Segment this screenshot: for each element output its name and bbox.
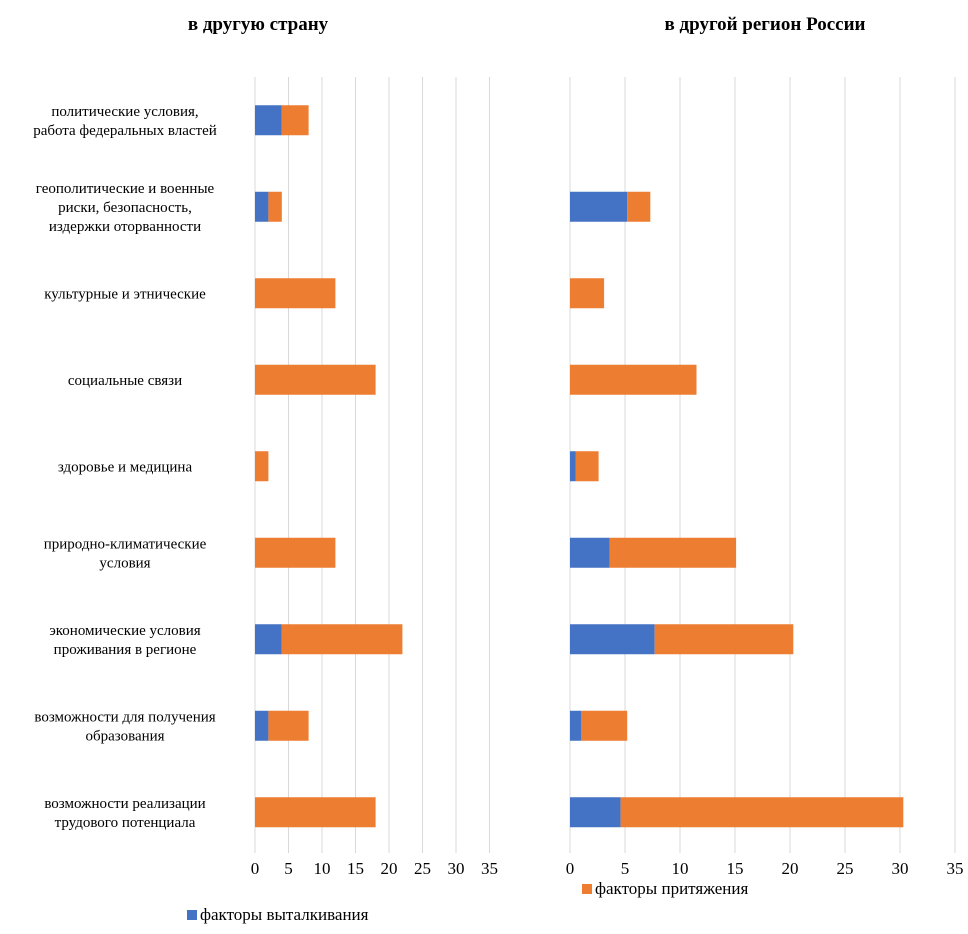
gridlines (254, 77, 956, 853)
category-label: трудового потенциала (55, 815, 196, 831)
right-x-tick-label: 5 (621, 859, 630, 878)
legend-pull-swatch (582, 884, 592, 894)
right-bar-pull (570, 364, 697, 395)
right-bar-push (570, 191, 628, 222)
left-bar-pull (255, 364, 376, 395)
category-label: экономические условия (49, 623, 200, 639)
category-label: возможности реализации (44, 796, 205, 812)
left-bar-pull (255, 278, 336, 309)
category-label: геополитические и военные (36, 181, 215, 197)
right-bar-pull (575, 451, 599, 482)
category-label: проживания в регионе (54, 642, 197, 658)
legend-push-label: факторы выталкивания (200, 905, 369, 924)
left-bar-pull (281, 105, 309, 136)
bars (255, 105, 904, 828)
right-x-tick-label: 0 (566, 859, 575, 878)
left-bar-pull (255, 797, 376, 828)
category-label: политические условия, (51, 104, 198, 120)
left-x-tick-label: 25 (414, 859, 431, 878)
legend-pull: факторы притяжения (582, 879, 748, 899)
right-x-tick-label: 30 (892, 859, 909, 878)
category-label: работа федеральных властей (33, 123, 217, 139)
left-x-tick-label: 30 (448, 859, 465, 878)
right-bar-push (570, 537, 610, 568)
right-x-tick-label: 20 (782, 859, 799, 878)
right-bar-push (570, 451, 576, 482)
category-label: условия (99, 555, 150, 571)
left-x-tick-label: 5 (284, 859, 293, 878)
category-label: культурные и этнические (44, 286, 206, 302)
left-bar-push (255, 105, 282, 136)
right-bar-push (570, 624, 655, 655)
right-x-tick-label: 15 (727, 859, 744, 878)
left-bar-pull (255, 537, 336, 568)
right-bar-pull (570, 278, 605, 309)
right-bar-pull (609, 537, 737, 568)
legend-push-swatch (187, 910, 197, 920)
left-x-tick-label: 20 (381, 859, 398, 878)
left-bar-pull (268, 191, 282, 222)
left-x-tick-label: 15 (347, 859, 364, 878)
right-x-tick-label: 10 (672, 859, 689, 878)
left-bar-pull (281, 624, 403, 655)
right-bar-pull (581, 710, 628, 741)
left-chart-title: в другую страну (188, 14, 329, 35)
right-bar-pull (627, 191, 651, 222)
left-x-tick-label: 10 (314, 859, 331, 878)
left-bar-push (255, 191, 269, 222)
left-bar-push (255, 624, 282, 655)
category-label: социальные связи (68, 373, 182, 389)
right-bar-pull (654, 624, 794, 655)
right-x-tick-label: 35 (947, 859, 964, 878)
right-chart-title: в другой регион России (665, 14, 866, 35)
left-bar-pull (268, 710, 309, 741)
right-bar-push (570, 710, 581, 741)
left-x-tick-label: 0 (251, 859, 260, 878)
category-label: природно-климатические (44, 536, 207, 552)
category-label: издержки оторванности (49, 219, 201, 235)
category-label: образования (85, 728, 164, 744)
right-bar-pull (620, 797, 904, 828)
right-bar-push (570, 797, 621, 828)
left-x-tick-label: 35 (481, 859, 498, 878)
left-bar-push (255, 710, 269, 741)
legend-pull-label: факторы притяжения (595, 879, 749, 898)
right-x-tick-label: 25 (837, 859, 854, 878)
legend-push: факторы выталкивания (187, 905, 368, 925)
labels: 0 5 10 15 20 25 30 35 0 5 10 15 20 25 30 35 политические… (33, 104, 963, 878)
category-label: здоровье и медицина (58, 459, 193, 475)
left-bar-pull (255, 451, 269, 482)
category-label: риски, безопасность, (58, 200, 192, 216)
category-label: возможности для получения (34, 709, 215, 725)
